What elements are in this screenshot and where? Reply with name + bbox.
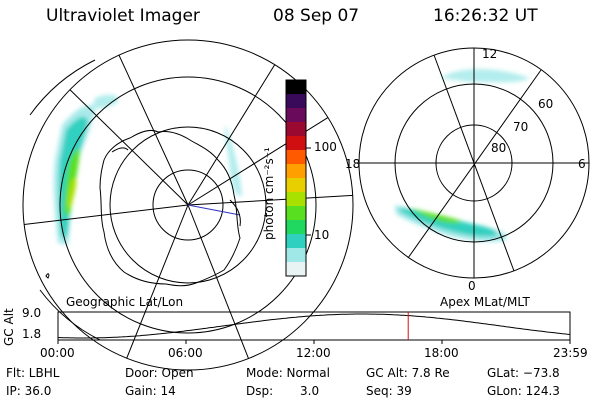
colorbar-swatch (286, 262, 306, 277)
status-gc-alt: GC Alt: 7.8 Re (366, 366, 450, 380)
colorbar-swatch (286, 136, 306, 151)
status-door: Door: Open (125, 366, 194, 380)
status-glon: GLon: 124.3 (487, 384, 560, 398)
colorbar-swatch (286, 178, 306, 193)
mlt-label-6: 6 (578, 157, 586, 171)
colorbar-swatch (286, 206, 306, 221)
colorbar-swatch (286, 94, 306, 109)
altitude-ytick-high: 9.0 (22, 306, 42, 320)
status-dsp-label: Dsp: (246, 384, 274, 398)
altitude-ytick-low: 1.8 (22, 327, 42, 341)
geographic-label: Geographic Lat/Lon (66, 295, 184, 309)
observation-date: 08 Sep 07 (273, 6, 360, 26)
xtick-0600: 06:00 (168, 346, 203, 360)
xtick-2359: 23:59 (553, 346, 588, 360)
colorbar-swatch (286, 80, 306, 95)
geographic-map (22, 39, 354, 371)
colorbar-swatch (286, 234, 306, 249)
colorbar-swatch (286, 122, 306, 137)
status-mode: Mode: Normal (246, 366, 330, 380)
xtick-0000: 00:00 (40, 346, 75, 360)
colorbar-unit-label: photon cm⁻²s⁻¹ (262, 147, 276, 240)
status-gain: Gain: 14 (125, 384, 176, 398)
colorbar-swatch (286, 150, 306, 165)
instrument-title: Ultraviolet Imager (46, 6, 200, 26)
colorbar-swatch (286, 164, 306, 179)
observation-time: 16:26:32 UT (433, 6, 538, 26)
mlt-polar-plot (358, 47, 590, 279)
auroral-emission-left (53, 94, 242, 245)
altitude-plot (57, 311, 571, 344)
colorbar-swatch (286, 192, 306, 207)
color-scale-bar (285, 79, 311, 277)
status-glat: GLat: −73.8 (487, 366, 560, 380)
auroral-emission-right (395, 69, 530, 242)
mlat-label-60: 60 (538, 97, 554, 111)
mlat-label-70: 70 (513, 120, 529, 134)
mlat-label-80: 80 (491, 141, 507, 155)
status-dsp-value: 3.0 (300, 384, 320, 398)
status-ip: IP: 36.0 (6, 384, 52, 398)
apex-label: Apex MLat/MLT (440, 295, 530, 309)
colorbar-tick-100: 100 (314, 140, 337, 154)
status-filter: Flt: LBHL (6, 366, 60, 380)
xtick-1200: 12:00 (296, 346, 331, 360)
xtick-1800: 18:00 (424, 346, 459, 360)
colorbar-swatch (286, 248, 306, 263)
colorbar-tick-10: 10 (314, 228, 330, 242)
mlt-label-12: 12 (482, 47, 498, 61)
colorbar-swatch (286, 220, 306, 235)
altitude-ylabel: GC Alt (2, 308, 16, 346)
mlt-label-0: 0 (468, 279, 476, 293)
status-seq: Seq: 39 (366, 384, 412, 398)
colorbar-swatch (286, 108, 306, 123)
mlt-label-18: 18 (345, 157, 361, 171)
